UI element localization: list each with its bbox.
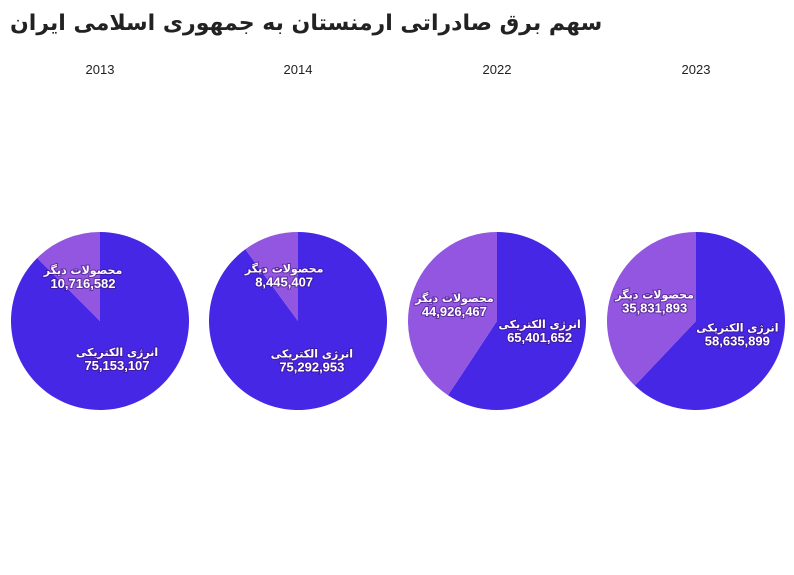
pie-slice bbox=[408, 232, 497, 396]
slice-value: 75,153,107 bbox=[84, 358, 149, 373]
slice-label: محصولات دیگر bbox=[614, 289, 694, 302]
slice-value: 44,926,467 bbox=[422, 304, 487, 319]
slice-value: 35,831,893 bbox=[622, 301, 687, 316]
slice-label: انرژی الکتریکی bbox=[271, 347, 353, 360]
slice-value: 75,292,953 bbox=[279, 359, 344, 374]
pie-slice bbox=[208, 232, 387, 410]
pie-slice bbox=[245, 232, 298, 321]
pie-title: 2013 bbox=[86, 62, 115, 77]
pie-title: 2023 bbox=[682, 62, 711, 77]
page-title: سهم برق صادراتی ارمنستان به جمهوری اسلام… bbox=[10, 11, 602, 36]
slice-label: محصولات دیگر bbox=[43, 264, 123, 277]
pie-title: 2022 bbox=[483, 62, 512, 77]
slice-label: انرژی الکتریکی bbox=[76, 346, 158, 359]
slice-value: 58,635,899 bbox=[705, 333, 770, 348]
slice-value: 8,445,407 bbox=[255, 275, 313, 290]
slice-value: 65,401,652 bbox=[507, 330, 572, 345]
slice-label: انرژی الکتریکی bbox=[498, 318, 580, 331]
pie-slice bbox=[11, 232, 190, 411]
pie-slice bbox=[634, 232, 786, 410]
slice-value: 10,716,582 bbox=[50, 276, 115, 291]
pie-slice bbox=[448, 232, 586, 411]
pie-slice bbox=[607, 232, 696, 386]
slice-label: محصولات دیگر bbox=[244, 263, 324, 276]
slice-label: انرژی الکتریکی bbox=[696, 321, 778, 334]
slice-label: محصولات دیگر bbox=[414, 292, 494, 305]
pie-title: 2014 bbox=[284, 62, 313, 77]
pie-slice bbox=[37, 232, 100, 321]
